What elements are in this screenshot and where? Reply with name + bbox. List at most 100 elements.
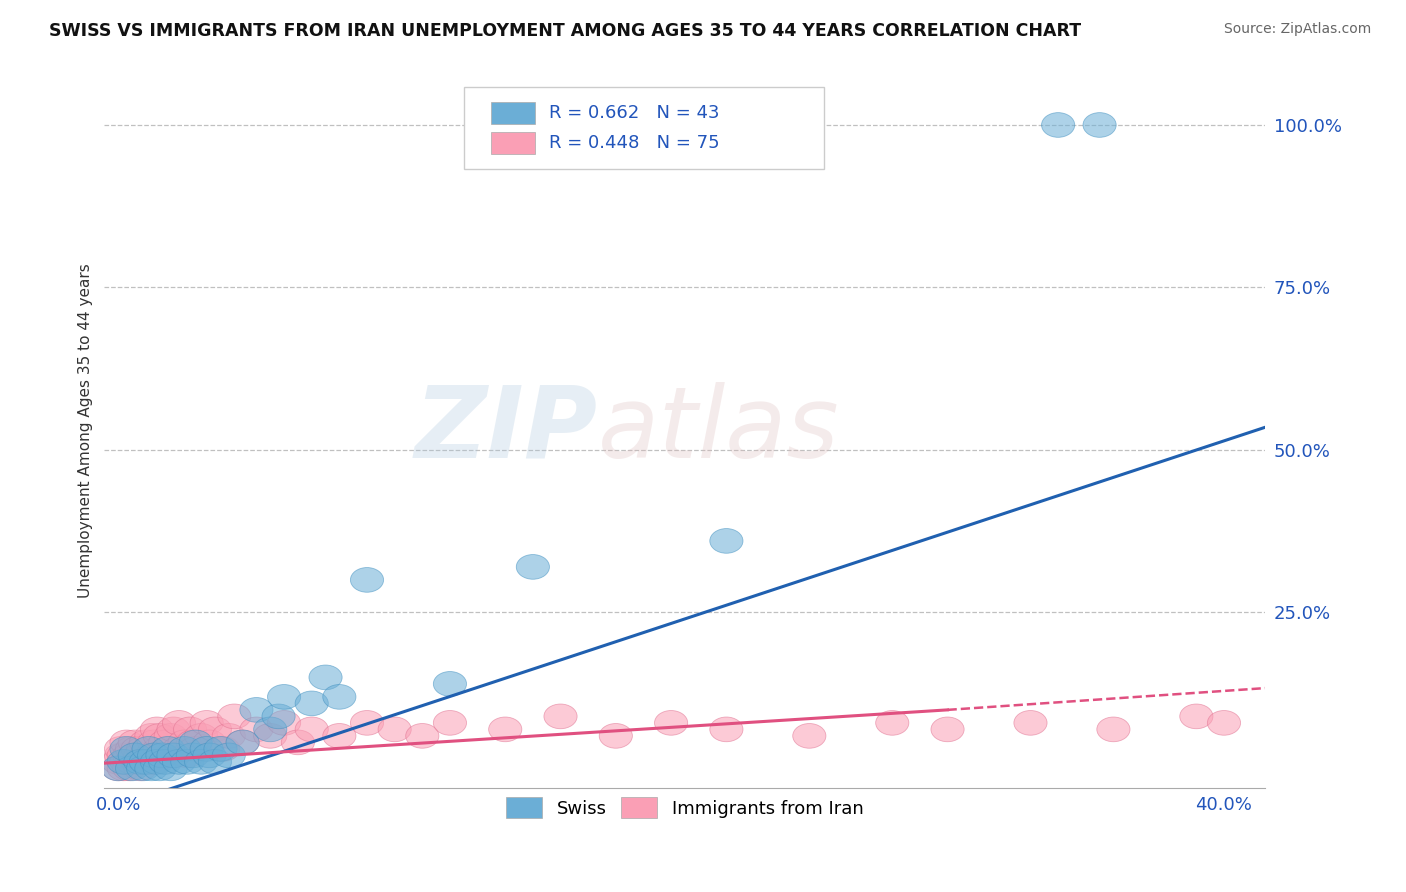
Ellipse shape — [146, 743, 179, 768]
Ellipse shape — [157, 743, 190, 768]
Ellipse shape — [1083, 112, 1116, 137]
Ellipse shape — [107, 749, 141, 774]
Ellipse shape — [295, 717, 329, 742]
Ellipse shape — [1097, 717, 1130, 742]
Ellipse shape — [212, 743, 246, 768]
Ellipse shape — [149, 730, 181, 755]
Ellipse shape — [710, 529, 742, 553]
Ellipse shape — [138, 743, 170, 768]
Ellipse shape — [198, 749, 232, 774]
Ellipse shape — [167, 730, 201, 755]
Ellipse shape — [118, 730, 152, 755]
Ellipse shape — [433, 672, 467, 697]
Ellipse shape — [489, 717, 522, 742]
Ellipse shape — [253, 723, 287, 748]
Ellipse shape — [129, 743, 163, 768]
Ellipse shape — [138, 749, 170, 774]
Ellipse shape — [179, 737, 212, 761]
Ellipse shape — [112, 756, 146, 780]
Ellipse shape — [253, 717, 287, 742]
Ellipse shape — [101, 749, 135, 774]
Ellipse shape — [179, 730, 212, 755]
Ellipse shape — [135, 743, 167, 768]
Ellipse shape — [173, 717, 207, 742]
Text: ZIP: ZIP — [415, 382, 598, 479]
Y-axis label: Unemployment Among Ages 35 to 44 years: Unemployment Among Ages 35 to 44 years — [79, 263, 93, 598]
Ellipse shape — [163, 749, 195, 774]
Ellipse shape — [176, 730, 209, 755]
FancyBboxPatch shape — [491, 132, 536, 154]
Ellipse shape — [198, 717, 232, 742]
Ellipse shape — [876, 711, 908, 735]
Ellipse shape — [226, 730, 259, 755]
Ellipse shape — [1014, 711, 1047, 735]
Ellipse shape — [793, 723, 825, 748]
Ellipse shape — [378, 717, 411, 742]
Text: R = 0.448   N = 75: R = 0.448 N = 75 — [550, 134, 720, 152]
Ellipse shape — [101, 756, 135, 780]
Ellipse shape — [655, 711, 688, 735]
Ellipse shape — [190, 711, 224, 735]
Ellipse shape — [155, 756, 187, 780]
Ellipse shape — [190, 737, 224, 761]
Ellipse shape — [1208, 711, 1240, 735]
Ellipse shape — [152, 737, 184, 761]
Ellipse shape — [350, 567, 384, 592]
Ellipse shape — [107, 756, 141, 780]
Ellipse shape — [143, 723, 176, 748]
Ellipse shape — [281, 730, 315, 755]
Ellipse shape — [163, 737, 195, 761]
Ellipse shape — [115, 737, 149, 761]
Ellipse shape — [135, 756, 167, 780]
Ellipse shape — [127, 737, 160, 761]
Ellipse shape — [350, 711, 384, 735]
Ellipse shape — [323, 684, 356, 709]
FancyBboxPatch shape — [464, 87, 824, 169]
Ellipse shape — [176, 743, 209, 768]
Ellipse shape — [262, 704, 295, 729]
Ellipse shape — [184, 723, 218, 748]
Ellipse shape — [146, 743, 179, 768]
Text: Source: ZipAtlas.com: Source: ZipAtlas.com — [1223, 22, 1371, 37]
Ellipse shape — [240, 698, 273, 723]
Ellipse shape — [207, 737, 240, 761]
Ellipse shape — [101, 756, 135, 780]
Ellipse shape — [127, 756, 160, 780]
Ellipse shape — [218, 704, 250, 729]
Ellipse shape — [170, 749, 204, 774]
Ellipse shape — [141, 743, 173, 768]
Ellipse shape — [115, 756, 149, 780]
Ellipse shape — [112, 743, 146, 768]
Ellipse shape — [149, 749, 181, 774]
Ellipse shape — [1180, 704, 1213, 729]
Ellipse shape — [544, 704, 576, 729]
Ellipse shape — [193, 730, 226, 755]
Text: R = 0.662   N = 43: R = 0.662 N = 43 — [550, 104, 720, 122]
Ellipse shape — [267, 684, 301, 709]
Ellipse shape — [132, 749, 165, 774]
Ellipse shape — [710, 717, 742, 742]
Ellipse shape — [309, 665, 342, 690]
Text: atlas: atlas — [598, 382, 839, 479]
Ellipse shape — [157, 717, 190, 742]
Ellipse shape — [132, 737, 165, 761]
Ellipse shape — [121, 749, 155, 774]
Ellipse shape — [406, 723, 439, 748]
Ellipse shape — [167, 737, 201, 761]
Ellipse shape — [599, 723, 633, 748]
Ellipse shape — [141, 717, 173, 742]
Ellipse shape — [118, 743, 152, 768]
Ellipse shape — [138, 730, 170, 755]
Ellipse shape — [104, 743, 138, 768]
Ellipse shape — [323, 723, 356, 748]
Ellipse shape — [124, 749, 157, 774]
Ellipse shape — [129, 749, 163, 774]
Ellipse shape — [170, 743, 204, 768]
Ellipse shape — [295, 691, 329, 715]
Ellipse shape — [212, 723, 246, 748]
Ellipse shape — [184, 749, 218, 774]
Ellipse shape — [931, 717, 965, 742]
Ellipse shape — [204, 737, 238, 761]
Ellipse shape — [226, 730, 259, 755]
Ellipse shape — [110, 730, 143, 755]
